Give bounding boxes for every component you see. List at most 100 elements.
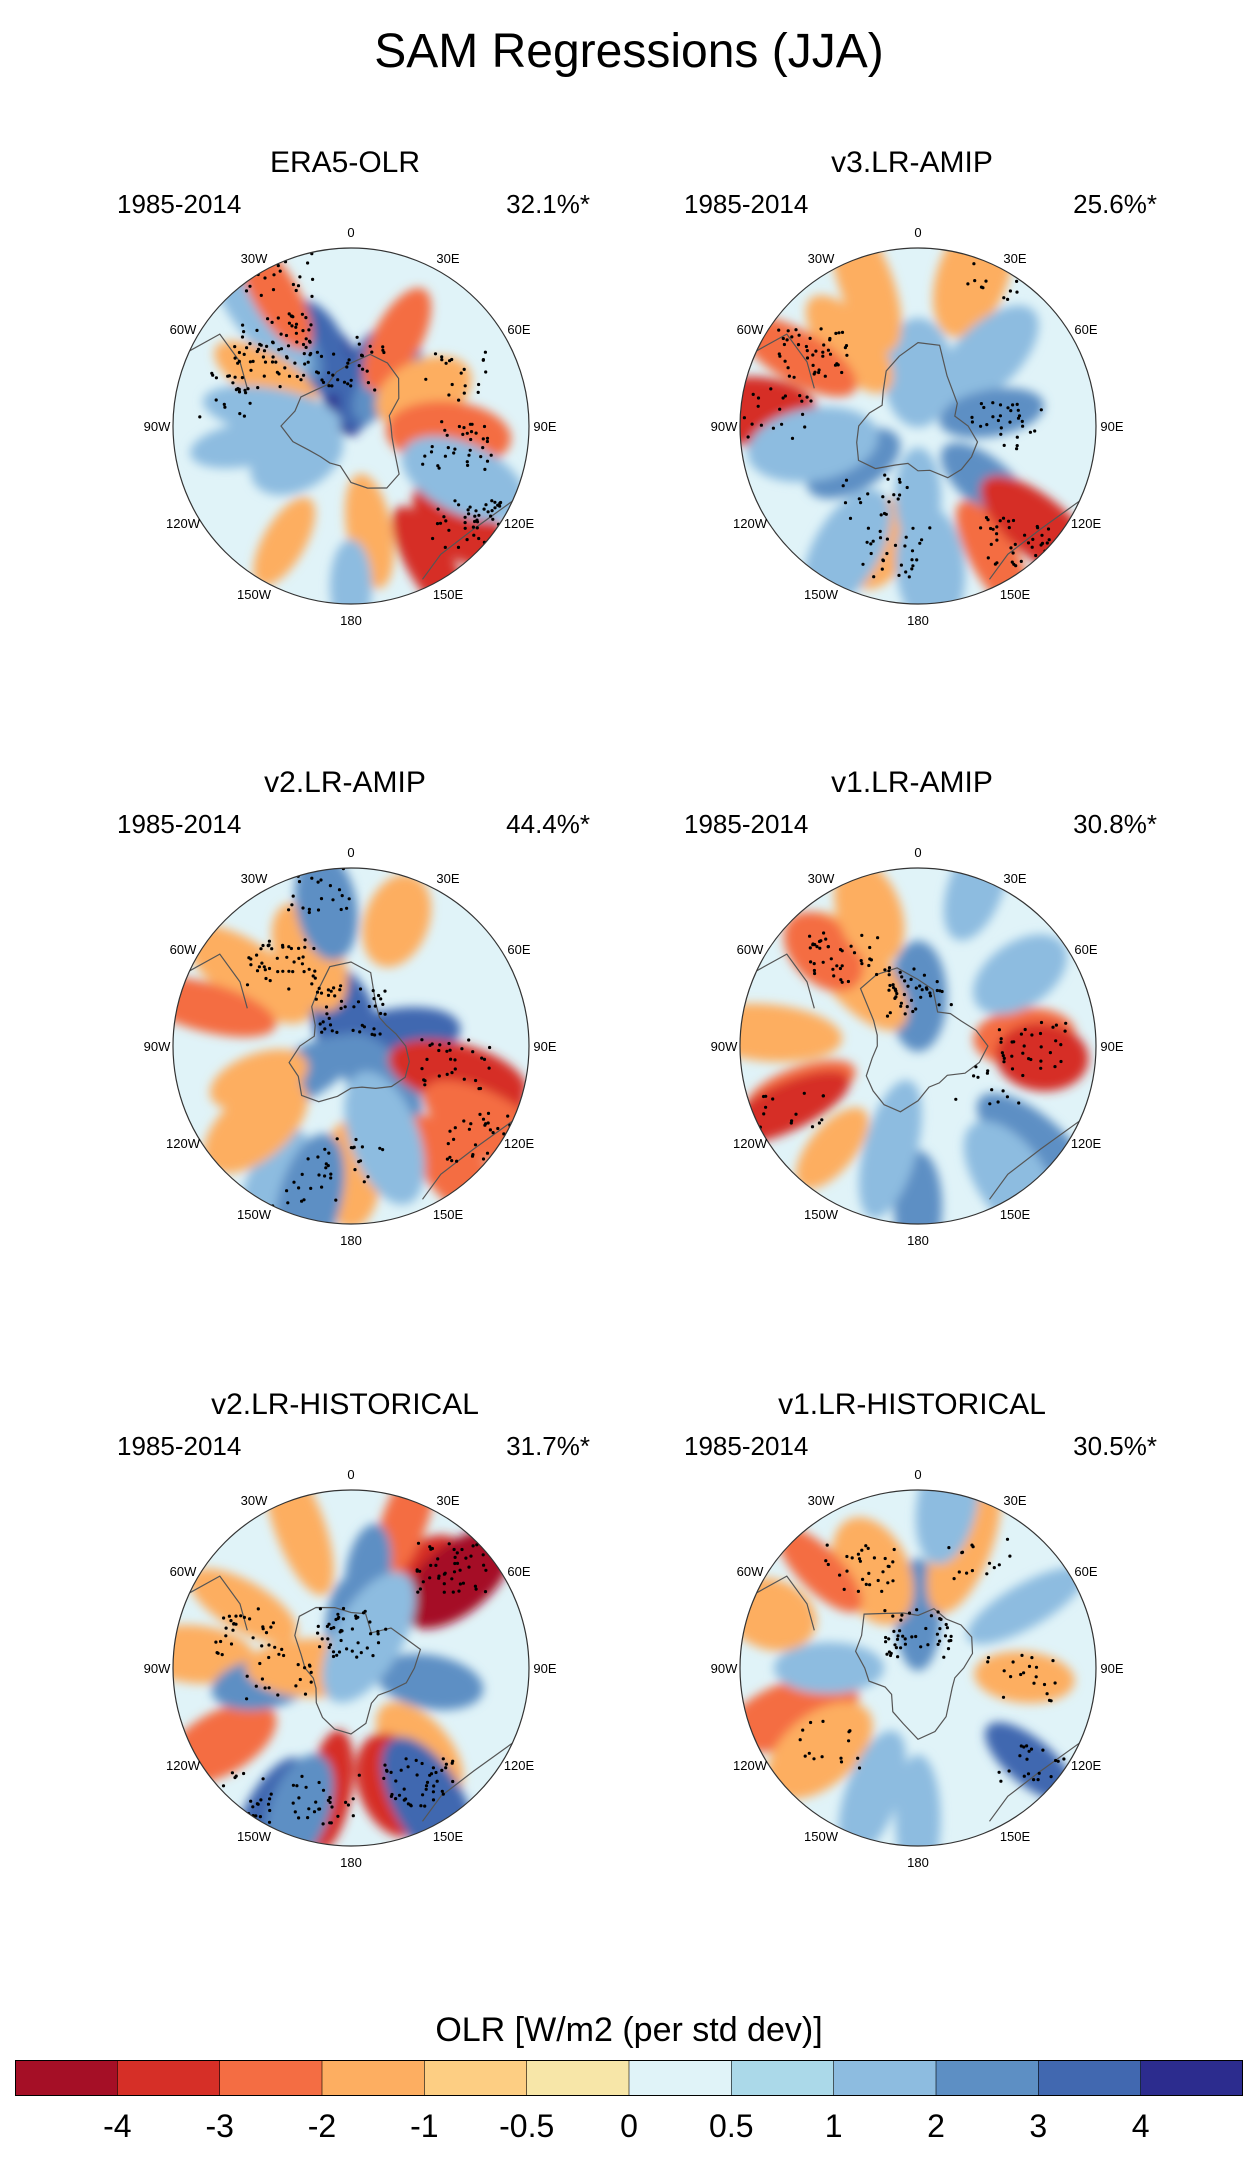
stipple-dot — [406, 1802, 410, 1806]
stipple-dot — [1008, 289, 1012, 293]
stipple-dot — [879, 513, 883, 517]
stipple-dot — [453, 1561, 457, 1566]
colorbar-segment — [15, 2060, 118, 2096]
stipple-dot — [801, 412, 805, 416]
stipple-dot — [986, 518, 990, 522]
stipple-dot — [490, 499, 494, 503]
stipple-dot — [429, 450, 434, 454]
stipple-dot — [1007, 519, 1011, 523]
stipple-dot — [355, 1655, 359, 1659]
stipple-dot — [254, 1684, 258, 1688]
stipple-dot — [1007, 526, 1011, 530]
stipple-dot — [1012, 1040, 1016, 1044]
stipple-dot — [287, 908, 291, 912]
stipple-dot — [295, 340, 299, 344]
stipple-dot — [267, 1686, 271, 1690]
longitude-label: 120E — [1071, 516, 1102, 531]
stipple-dot — [344, 1800, 348, 1804]
stipple-dot — [1025, 1744, 1029, 1748]
stipple-dot — [1041, 1748, 1045, 1752]
stipple-dot — [477, 513, 481, 517]
stipple-dot — [260, 1644, 264, 1648]
colorbar-label: -0.5 — [499, 2108, 555, 2144]
stipple-dot — [794, 1112, 798, 1116]
stipple-dot — [979, 402, 983, 406]
stipple-dot — [1021, 276, 1025, 280]
stipple-dot — [311, 974, 315, 978]
stipple-dot — [762, 1112, 766, 1116]
map-field — [173, 1490, 529, 1846]
stipple-dot — [1029, 1747, 1034, 1751]
stipple-dot — [904, 570, 908, 574]
stipple-dot — [1049, 1775, 1053, 1779]
stipple-dot — [833, 363, 838, 367]
colorbar-segment — [833, 2060, 937, 2096]
stipple-dot — [489, 514, 493, 518]
stipple-dot — [491, 517, 495, 521]
stipple-dot — [458, 1568, 462, 1572]
stipple-dot — [270, 947, 274, 951]
regression-anomaly — [253, 497, 316, 586]
stipple-dot — [373, 1004, 377, 1008]
stipple-dot — [756, 396, 761, 400]
stipple-dot — [1039, 1059, 1043, 1063]
stipple-dot — [473, 519, 477, 524]
panel-period: 1985-2014 — [684, 1431, 809, 1461]
stipple-dot — [897, 477, 901, 481]
stipple-dot — [298, 1677, 302, 1682]
stipple-dot — [429, 1547, 433, 1551]
stipple-dot — [270, 320, 274, 324]
stipple-dot — [1039, 408, 1043, 412]
stipple-dot — [910, 1635, 914, 1639]
stipple-dot — [444, 519, 448, 523]
stipple-dot — [483, 350, 487, 354]
stipple-dot — [922, 973, 926, 977]
stipple-dot — [460, 1547, 464, 1552]
stipple-dot — [812, 962, 816, 966]
longitude-label: 120E — [504, 1758, 535, 1773]
stipple-dot — [481, 446, 485, 450]
stipple-dot — [437, 1048, 441, 1053]
stipple-dot — [1002, 296, 1006, 300]
panel-variance: 30.5%* — [1073, 1431, 1157, 1461]
stipple-dot — [803, 425, 807, 429]
stipple-dot — [443, 428, 447, 432]
stipple-dot — [485, 439, 489, 444]
colorbar-label: 0.5 — [709, 2108, 754, 2144]
stipple-dot — [860, 1548, 864, 1552]
stipple-dot — [786, 366, 790, 370]
stipple-dot — [1026, 541, 1031, 545]
stipple-dot — [330, 1805, 334, 1809]
stipple-dot — [482, 507, 486, 511]
stipple-dot — [440, 1789, 444, 1793]
stipple-dot — [463, 521, 467, 525]
stipple-dot — [291, 1801, 295, 1805]
stipple-dot — [301, 906, 305, 910]
stipple-dot — [790, 436, 795, 440]
map-panel-v1-lr-amip: v1.LR-AMIP 1985-2014 30.8%* 0 30E 60E 90E 12… — [632, 765, 1192, 1365]
stipple-dot — [285, 355, 289, 359]
stipple-dot — [1054, 1758, 1058, 1763]
stipple-dot — [327, 1645, 331, 1650]
stipple-dot — [376, 1629, 380, 1634]
stipple-dot — [245, 346, 249, 350]
stipple-dot — [342, 380, 347, 384]
stipple-dot — [404, 1797, 408, 1801]
stipple-dot — [351, 1146, 355, 1150]
stipple-dot — [341, 1617, 345, 1621]
stipple-dot — [866, 526, 870, 530]
longitude-label: 90E — [533, 1039, 556, 1054]
stipple-dot — [263, 1686, 267, 1690]
stipple-dot — [248, 284, 252, 288]
stipple-dot — [367, 1004, 371, 1009]
stipple-dot — [303, 1692, 308, 1696]
stipple-dot — [319, 354, 324, 358]
stipple-dot — [452, 1547, 456, 1552]
colorbar-segment — [936, 2060, 1039, 2096]
stipple-dot — [304, 1785, 308, 1789]
stipple-dot — [213, 1803, 217, 1807]
longitude-label: 0 — [347, 1467, 354, 1482]
stipple-dot — [493, 500, 497, 504]
stipple-dot — [474, 431, 478, 435]
stipple-dot — [292, 960, 296, 964]
